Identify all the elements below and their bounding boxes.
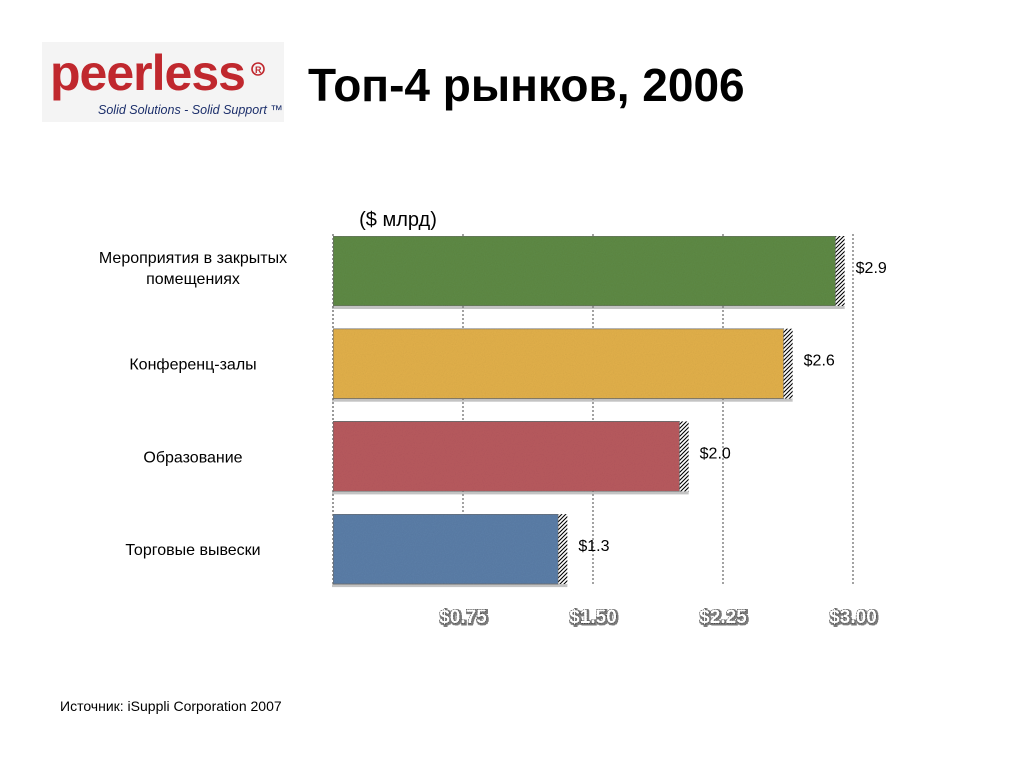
bar-shadow: [332, 306, 845, 309]
x-tick-label: $3.00: [829, 607, 877, 628]
x-tick-label: $1.50: [569, 607, 617, 628]
source-note: Источник: iSuppli Corporation 2007: [60, 698, 282, 714]
category-label: Торговые вывески: [125, 542, 260, 559]
bar-shadow: [332, 491, 689, 495]
category-label: Образование: [143, 449, 242, 466]
value-label: $1.3: [578, 538, 609, 555]
bar: [332, 235, 837, 307]
svg-text:R: R: [255, 65, 262, 75]
peerless-logo: peerless R Solid Solutions - Solid Suppo…: [42, 42, 284, 122]
bar-end-cap: [679, 421, 689, 492]
value-label: $2.9: [856, 260, 887, 277]
category-label: Конференц-залы: [129, 357, 256, 374]
bar-end-cap: [783, 328, 793, 399]
bar-shadow: [332, 584, 568, 588]
bar: [332, 513, 559, 585]
bar-end-cap: [835, 236, 845, 306]
x-tick-label: $0.75: [439, 607, 487, 628]
logo-brand: peerless: [50, 45, 245, 101]
value-label: $2.0: [700, 445, 731, 462]
value-label: $2.6: [804, 353, 835, 370]
bar-end-cap: [558, 514, 568, 585]
x-tick-label: $2.25: [699, 607, 747, 628]
bar: [332, 328, 785, 400]
unit-label: ($ млрд): [359, 209, 437, 231]
logo-tagline: Solid Solutions - Solid Support ™: [98, 103, 283, 117]
category-label: Мероприятия в закрытых помещениях: [99, 250, 287, 288]
page-title: Топ-4 рынков, 2006: [308, 59, 745, 111]
bar-shadow: [332, 398, 793, 402]
bar: [332, 420, 681, 492]
